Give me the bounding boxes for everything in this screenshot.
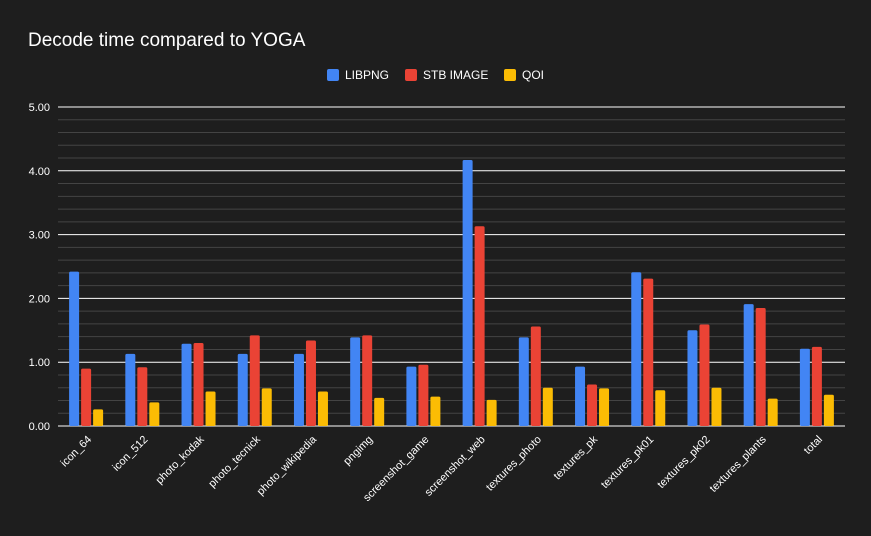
bar-libpng-photo_wikipedia (293, 353, 304, 426)
x-tick-label: photo_kodak (154, 433, 207, 486)
bar-qoi-photo_wikipedia (317, 391, 328, 426)
bar-libpng-textures_pk01 (631, 272, 642, 426)
x-tick-label: textures_pk01 (599, 434, 656, 491)
bar-stb-image-textures_pk01 (643, 278, 654, 426)
y-tick-label: 3.00 (29, 230, 50, 242)
x-tick-label: textures_pk02 (655, 434, 712, 491)
x-tick-label: screenshot_web (423, 434, 488, 499)
x-tick-label: textures_photo (484, 434, 544, 494)
chart-title: Decode time compared to YOGA (28, 30, 306, 51)
x-tick-label: textures_plants (708, 433, 770, 495)
bar-qoi-photo_kodak (205, 391, 216, 426)
y-tick-label: 0.00 (29, 421, 50, 433)
bar-libpng-total (799, 348, 810, 426)
bar-stb-image-photo_wikipedia (305, 340, 316, 426)
bar-stb-image-screenshot_web (474, 226, 485, 426)
bar-qoi-total (823, 394, 834, 426)
bar-stb-image-textures_plants (755, 307, 766, 426)
x-tick-label: icon_64 (58, 434, 94, 470)
bar-stb-image-photo_kodak (193, 343, 204, 426)
bar-libpng-photo_kodak (181, 343, 192, 426)
bar-stb-image-pngimg (362, 335, 373, 426)
x-tick-label: total (802, 434, 825, 457)
bar-libpng-textures_photo (518, 337, 529, 426)
legend: LIBPNG STB IMAGE QOI (327, 68, 544, 82)
bar-libpng-textures_pk02 (687, 330, 698, 426)
y-tick-label: 1.00 (29, 357, 50, 369)
y-tick-label: 2.00 (29, 293, 50, 305)
bar-stb-image-icon_64 (81, 368, 92, 426)
bar-qoi-textures_pk (599, 388, 610, 426)
x-tick-label: pngimg (341, 434, 375, 468)
bar-stb-image-textures_pk (587, 384, 598, 426)
bar-libpng-icon_64 (69, 271, 80, 426)
legend-swatch-libpng (327, 69, 339, 81)
bar-qoi-textures_plants (767, 398, 778, 426)
legend-label: STB IMAGE (423, 68, 488, 82)
bar-libpng-icon_512 (125, 353, 136, 426)
bar-qoi-screenshot_web (486, 399, 497, 426)
y-axis: 0.00 1.00 2.00 3.00 4.00 5.00 (29, 102, 50, 433)
bar-stb-image-screenshot_game (418, 364, 429, 426)
bar-libpng-screenshot_web (462, 159, 473, 427)
bar-stb-image-total (811, 346, 822, 426)
x-tick-label: photo_tecnick (206, 433, 263, 490)
bar-qoi-icon_512 (149, 402, 160, 426)
bar-qoi-textures_photo (542, 387, 553, 426)
y-tick-label: 4.00 (29, 166, 50, 178)
bar-stb-image-photo_tecnick (249, 335, 260, 426)
bar-libpng-pngimg (350, 337, 361, 426)
bar-qoi-textures_pk01 (655, 390, 666, 426)
legend-label: QOI (522, 68, 544, 82)
x-tick-label: textures_pk (551, 433, 600, 482)
bar-qoi-textures_pk02 (711, 387, 722, 426)
bars (69, 159, 834, 427)
x-axis: icon_64 icon_512 photo_kodak photo_tecnickp… (58, 433, 825, 504)
grid (58, 106, 845, 427)
bar-stb-image-icon_512 (137, 367, 148, 426)
bar-qoi-screenshot_game (430, 396, 441, 426)
bar-stb-image-textures_pk02 (699, 324, 710, 426)
bar-qoi-icon_64 (93, 409, 104, 426)
x-tick-label: photo_wikipedia (255, 433, 320, 498)
legend-label: LIBPNG (345, 68, 389, 82)
bar-libpng-textures_pk (575, 366, 586, 426)
bar-qoi-photo_tecnick (261, 388, 272, 426)
x-tick-label: icon_512 (110, 434, 150, 474)
bar-qoi-pngimg (374, 397, 385, 426)
bar-libpng-photo_tecnick (237, 353, 248, 426)
y-tick-label: 5.00 (29, 102, 50, 114)
bar-libpng-textures_plants (743, 304, 754, 426)
bar-stb-image-textures_photo (530, 326, 541, 426)
legend-swatch-qoi (504, 69, 516, 81)
legend-swatch-stb-image (405, 69, 417, 81)
bar-libpng-screenshot_game (406, 366, 417, 426)
